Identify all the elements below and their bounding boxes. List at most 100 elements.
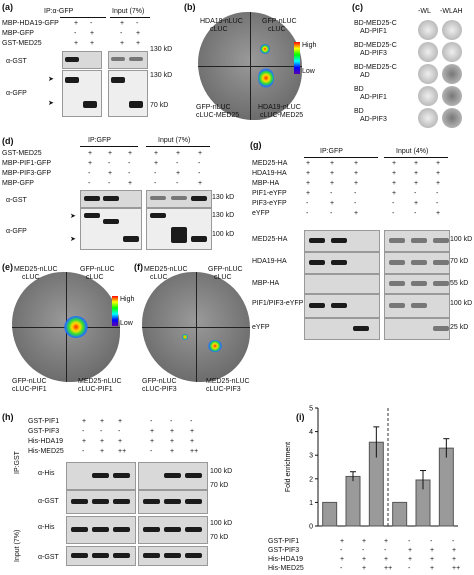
i-sign-0-0: + [340,538,345,545]
i-ylabel: Fold enrichment [285,442,292,492]
c-colony-wl-3 [418,86,438,106]
d-sign-0-5: + [198,150,203,157]
c-row-2-bd: BD-MED25-C [354,64,397,71]
h-sign-0-3: - [150,418,153,425]
f-label-6: MED25-nLUC [206,378,250,385]
a-sign-0-2: + [120,20,125,27]
h-sign-3-3: - [150,448,153,455]
g-blot-3-input [384,294,450,318]
f-label-0: MED25-nLUC [144,266,188,273]
h-sign-0-5: - [190,418,193,425]
a-sign-2-0: + [74,40,79,47]
i-sign-1-3: + [408,547,413,554]
g-sign-4-3: - [392,200,395,207]
e-label-4: GFP-nLUC [12,378,47,385]
g-sign-5-1: - [330,210,333,217]
d-sign-0-3: + [154,150,159,157]
f-label-1: cLUC [150,274,168,281]
g-blot-label-4: eYFP [252,324,270,331]
panel-e-letter: (e) [2,262,13,272]
g-sign-2-5: + [436,180,441,187]
g-sign-3-1: - [330,190,333,197]
g-sign-1-5: + [436,170,441,177]
i-sign-2-2: + [384,556,389,563]
b-label-0: HDA19-nLUC [200,18,243,25]
g-marker-4: 25 kD [450,324,469,331]
g-sign-4-4: + [414,200,419,207]
a-header-ip: IP:α-GFP [44,8,74,15]
d-blot-0: α-GST [6,197,27,204]
g-blot-4-input [384,318,450,340]
g-sign-5-4: - [414,210,417,217]
b-scale-high: High [302,42,317,49]
h-sign-2-0: + [82,438,87,445]
h-blot-label-3: α-GST [38,554,59,561]
g-sign-3-2: - [354,190,357,197]
g-sign-1-4: + [414,170,419,177]
c-row-1-bd: BD-MED25-C [354,42,397,49]
g-sign-1-3: + [392,170,397,177]
h-marker-0: 100 kD [210,468,233,475]
g-marker-1: 70 kD [450,258,469,265]
i-sign-2-3: + [408,556,413,563]
h-row-1: GST-PIF3 [28,428,60,435]
f-label-3: cLUC [214,274,232,281]
a-sign-1-0: - [74,30,77,37]
g-row-5: eYFP [252,210,270,217]
h-sign-1-5: + [190,428,195,435]
d-sign-3-2: + [128,180,133,187]
i-sign-3-5: ++ [452,565,461,572]
h-sign-0-0: + [82,418,87,425]
g-header-ip: IP:GFP [320,148,343,155]
g-sign-3-5: - [436,190,439,197]
i-row-2: His-HDA19 [268,556,304,563]
b-label-3: cLUC [268,26,286,33]
a-sign-2-2: + [120,40,125,47]
i-sign-1-2: - [384,547,387,554]
i-sign-0-3: - [408,538,411,545]
h-sign-1-2: - [118,428,121,435]
c-medium-0: -WL [418,8,431,15]
d-sign-2-0: - [88,170,91,177]
a-sign-1-1: + [90,30,95,37]
h-marker-3: 70 kD [210,534,229,541]
i-sign-3-3: - [408,565,411,572]
d-sign-2-3: - [154,170,157,177]
c-row-0-bd: BD-MED25-C [354,20,397,27]
i-sign-1-1: - [362,547,365,554]
b-leaf [198,12,302,120]
c-colony-wl-4 [418,108,438,128]
d-sign-1-0: + [88,160,93,167]
c-colony-wl-1 [418,42,438,62]
h-blot-2-1 [138,516,208,544]
a-row-1: MBP-GFP [2,30,34,37]
b-label-6: HDA19-nLUC [258,104,301,111]
g-marker-3: 100 kD [450,300,473,307]
h-blot-label-2: α-His [38,524,55,531]
a-marker-1: 130 kD [150,72,173,79]
g-sign-0-3: + [392,160,397,167]
b-scale-low: Low [302,68,315,75]
i-sign-0-5: - [452,538,455,545]
e-label-0: MED25-nLUC [14,266,58,273]
g-blot-4-ip [304,318,380,340]
d-sign-2-1: + [108,170,113,177]
b-label-2: GFP-nLUC [262,18,297,25]
h-side-label-1: Input (7%) [14,529,21,562]
d-arrow-2: ➤ [70,236,76,243]
g-sign-2-0: + [306,180,311,187]
g-sign-4-5: - [436,200,439,207]
d-sign-0-4: + [176,150,181,157]
d-sign-1-2: - [128,160,131,167]
i-bar-0 [322,501,338,527]
i-ytick-label-3: 3 [309,453,313,460]
g-sign-3-4: - [414,190,417,197]
d-blot-gst-ip [80,190,142,208]
g-blot-3-ip [304,294,380,318]
d-blot-gfp-input [146,208,212,250]
f-leaf [142,272,250,382]
g-blot-1-input [384,252,450,274]
g-sign-0-1: + [330,160,335,167]
d-sign-3-0: - [88,180,91,187]
g-row-2: MBP-HA [252,180,280,187]
